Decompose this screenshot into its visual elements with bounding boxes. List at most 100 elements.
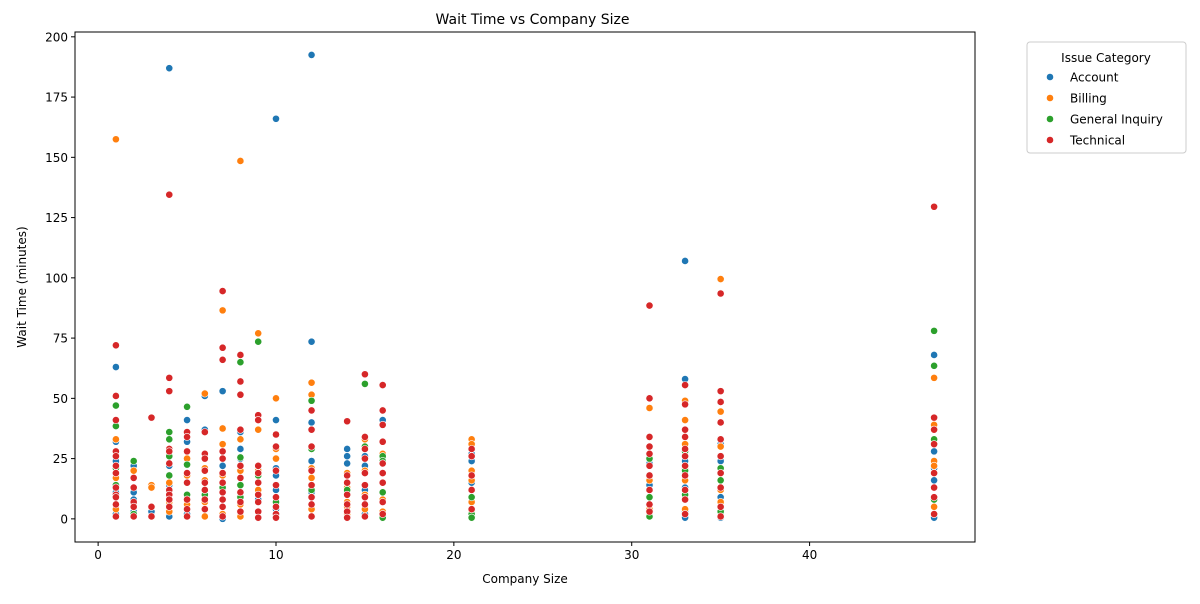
data-point — [343, 490, 352, 499]
data-point — [200, 389, 209, 398]
legend-item: Billing — [1046, 92, 1107, 106]
data-point — [272, 114, 280, 123]
data-point — [112, 363, 120, 371]
data-point — [218, 447, 227, 456]
data-point — [272, 481, 280, 490]
data-point — [930, 493, 938, 502]
data-point — [112, 493, 120, 502]
data-point — [254, 469, 263, 477]
data-point — [112, 512, 120, 521]
data-point — [930, 351, 938, 359]
data-point — [200, 486, 209, 494]
data-point — [307, 512, 316, 521]
data-point — [378, 510, 387, 518]
data-point — [112, 341, 120, 350]
data-point — [254, 498, 263, 506]
data-point — [254, 329, 263, 338]
data-point — [200, 495, 209, 504]
data-point — [112, 416, 120, 424]
data-point — [236, 435, 245, 444]
y-axis-label: Wait Time (minutes) — [15, 226, 29, 347]
data-point — [930, 510, 938, 518]
data-point — [236, 358, 245, 367]
series-account — [112, 50, 938, 523]
data-point — [681, 400, 689, 409]
data-point — [716, 512, 725, 521]
data-point — [307, 378, 316, 387]
data-point — [218, 287, 227, 295]
data-point — [343, 513, 352, 522]
data-point — [165, 387, 174, 396]
y-tick-label: 150 — [45, 151, 68, 165]
data-point — [200, 466, 209, 475]
data-point — [681, 486, 689, 494]
data-point — [467, 445, 476, 453]
data-point — [236, 377, 245, 386]
data-point — [930, 202, 938, 211]
data-point — [272, 416, 280, 424]
data-point — [361, 469, 369, 477]
data-point — [236, 473, 245, 482]
data-point — [200, 512, 209, 521]
data-point — [378, 488, 387, 497]
data-point — [200, 454, 209, 463]
data-point — [236, 453, 245, 462]
data-point — [272, 513, 280, 522]
data-point — [218, 502, 227, 511]
data-point — [645, 301, 654, 310]
series-technical — [112, 190, 938, 522]
data-point — [129, 502, 138, 511]
data-point — [681, 471, 689, 480]
data-point — [307, 50, 316, 59]
data-point — [645, 486, 654, 494]
data-point — [378, 381, 387, 389]
data-point — [218, 306, 227, 315]
data-point — [645, 507, 654, 516]
data-point — [681, 495, 689, 504]
data-point — [129, 512, 138, 521]
data-point — [218, 512, 227, 521]
data-point — [183, 512, 191, 521]
data-point — [716, 398, 725, 406]
data-point — [307, 457, 316, 465]
data-point — [272, 454, 280, 463]
data-points — [112, 50, 938, 523]
data-point — [361, 493, 369, 502]
data-point — [716, 476, 725, 485]
data-point — [378, 406, 387, 415]
data-point — [681, 510, 689, 518]
data-point — [716, 442, 725, 451]
data-point — [681, 461, 689, 470]
data-point — [645, 449, 654, 458]
data-point — [112, 401, 120, 410]
data-point — [716, 435, 725, 444]
data-point — [378, 459, 387, 468]
data-point — [361, 433, 369, 441]
data-point — [236, 425, 245, 434]
x-axis: 0 10 20 30 40 — [94, 542, 817, 562]
data-point — [307, 466, 316, 475]
data-point — [716, 289, 725, 298]
x-tick-label: 30 — [624, 548, 639, 562]
data-point — [272, 430, 280, 439]
data-point — [930, 502, 938, 511]
data-point — [129, 473, 138, 482]
data-point — [200, 428, 209, 436]
data-point — [681, 381, 689, 389]
legend-item: Account — [1046, 71, 1119, 85]
legend-marker — [1046, 136, 1054, 144]
data-point — [681, 257, 689, 265]
data-point — [165, 502, 174, 511]
data-point — [645, 442, 654, 451]
legend-title: Issue Category — [1061, 51, 1151, 65]
data-point — [112, 500, 120, 509]
data-point — [361, 500, 369, 509]
data-point — [361, 454, 369, 463]
y-tick-label: 100 — [45, 271, 68, 285]
data-point — [165, 478, 174, 487]
data-point — [307, 500, 316, 509]
data-point — [716, 502, 725, 511]
data-point — [361, 379, 369, 388]
data-point — [165, 495, 174, 504]
